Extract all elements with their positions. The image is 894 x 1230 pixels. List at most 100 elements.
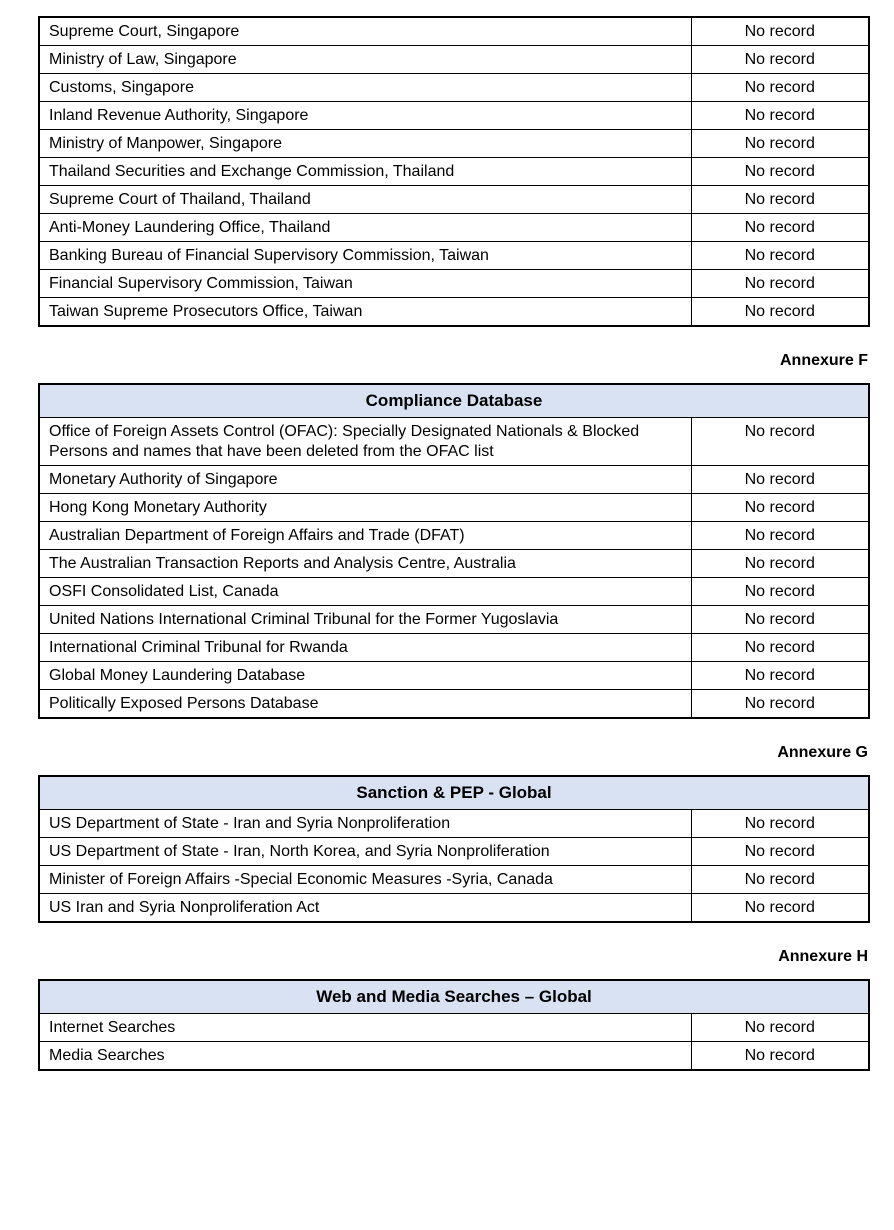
table-row: Global Money Laundering Database No reco… (38, 661, 870, 690)
source-cell: US Iran and Syria Nonproliferation Act (38, 893, 692, 923)
source-cell: Banking Bureau of Financial Supervisory … (38, 241, 692, 270)
table-row: Ministry of Law, Singapore No record (38, 45, 870, 74)
source-cell: Minister of Foreign Affairs -Special Eco… (38, 865, 692, 894)
source-cell: Ministry of Law, Singapore (38, 45, 692, 74)
source-cell: Taiwan Supreme Prosecutors Office, Taiwa… (38, 297, 692, 327)
table-row: Internet Searches No record (38, 1013, 870, 1042)
table-row: Politically Exposed Persons Database No … (38, 689, 870, 719)
source-cell: Financial Supervisory Commission, Taiwan (38, 269, 692, 298)
source-cell: Internet Searches (38, 1013, 692, 1042)
table-row: Financial Supervisory Commission, Taiwan… (38, 269, 870, 298)
result-cell: No record (690, 493, 870, 522)
results-table: Sanction & PEP - Global US Department of… (38, 775, 870, 923)
result-cell: No record (690, 16, 870, 46)
table-row: Customs, Singapore No record (38, 73, 870, 102)
table-row: OSFI Consolidated List, Canada No record (38, 577, 870, 606)
table-row: Hong Kong Monetary Authority No record (38, 493, 870, 522)
table-row: Supreme Court, Singapore No record (38, 16, 870, 46)
result-cell: No record (690, 297, 870, 327)
table-row: Taiwan Supreme Prosecutors Office, Taiwa… (38, 297, 870, 327)
source-cell: Thailand Securities and Exchange Commiss… (38, 157, 692, 186)
result-cell: No record (690, 213, 870, 242)
table-title: Compliance Database (38, 383, 870, 418)
table-row: Anti-Money Laundering Office, Thailand N… (38, 213, 870, 242)
source-cell: Ministry of Manpower, Singapore (38, 129, 692, 158)
result-cell: No record (690, 605, 870, 634)
source-cell: Customs, Singapore (38, 73, 692, 102)
result-cell: No record (690, 689, 870, 719)
table-row: US Department of State - Iran, North Kor… (38, 837, 870, 866)
table-row: Australian Department of Foreign Affairs… (38, 521, 870, 550)
annexure-section: Annexure G Sanction & PEP - Global US De… (38, 743, 870, 923)
table-row: US Department of State - Iran and Syria … (38, 809, 870, 838)
result-cell: No record (690, 417, 870, 466)
table-row: Minister of Foreign Affairs -Special Eco… (38, 865, 870, 894)
table-row: United Nations International Criminal Tr… (38, 605, 870, 634)
table-title: Sanction & PEP - Global (38, 775, 870, 810)
annexure-label: Annexure G (777, 744, 868, 761)
results-table: Compliance Database Office of Foreign As… (38, 383, 870, 719)
result-cell: No record (690, 101, 870, 130)
result-cell: No record (690, 129, 870, 158)
source-cell: Inland Revenue Authority, Singapore (38, 101, 692, 130)
table-row: US Iran and Syria Nonproliferation Act N… (38, 893, 870, 923)
result-cell: No record (690, 633, 870, 662)
annexure-tables-container: Supreme Court, Singapore No record Minis… (38, 16, 870, 1071)
source-cell: Supreme Court of Thailand, Thailand (38, 185, 692, 214)
result-cell: No record (690, 465, 870, 494)
table-row: Ministry of Manpower, Singapore No recor… (38, 129, 870, 158)
result-cell: No record (690, 73, 870, 102)
annexure-section: Supreme Court, Singapore No record Minis… (38, 16, 870, 327)
table-row: International Criminal Tribunal for Rwan… (38, 633, 870, 662)
result-cell: No record (690, 1041, 870, 1071)
source-cell: Office of Foreign Assets Control (OFAC):… (38, 417, 692, 466)
result-cell: No record (690, 837, 870, 866)
result-cell: No record (690, 865, 870, 894)
table-row: Inland Revenue Authority, Singapore No r… (38, 101, 870, 130)
table-row: Monetary Authority of Singapore No recor… (38, 465, 870, 494)
annexure-section: Annexure F Compliance Database Office of… (38, 351, 870, 719)
result-cell: No record (690, 893, 870, 923)
result-cell: No record (690, 45, 870, 74)
results-table: Supreme Court, Singapore No record Minis… (38, 16, 870, 327)
source-cell: OSFI Consolidated List, Canada (38, 577, 692, 606)
source-cell: Anti-Money Laundering Office, Thailand (38, 213, 692, 242)
source-cell: Supreme Court, Singapore (38, 16, 692, 46)
result-cell: No record (690, 521, 870, 550)
result-cell: No record (690, 269, 870, 298)
source-cell: US Department of State - Iran, North Kor… (38, 837, 692, 866)
source-cell: Australian Department of Foreign Affairs… (38, 521, 692, 550)
source-cell: Hong Kong Monetary Authority (38, 493, 692, 522)
source-cell: Monetary Authority of Singapore (38, 465, 692, 494)
result-cell: No record (690, 809, 870, 838)
table-row: Supreme Court of Thailand, Thailand No r… (38, 185, 870, 214)
table-row: Office of Foreign Assets Control (OFAC):… (38, 417, 870, 466)
source-cell: United Nations International Criminal Tr… (38, 605, 692, 634)
table-title: Web and Media Searches – Global (38, 979, 870, 1014)
table-row: Thailand Securities and Exchange Commiss… (38, 157, 870, 186)
table-header-row: Sanction & PEP - Global (38, 775, 870, 810)
result-cell: No record (690, 1013, 870, 1042)
source-cell: The Australian Transaction Reports and A… (38, 549, 692, 578)
table-row: Media Searches No record (38, 1041, 870, 1071)
table-header-row: Compliance Database (38, 383, 870, 418)
table-header-row: Web and Media Searches – Global (38, 979, 870, 1014)
result-cell: No record (690, 157, 870, 186)
source-cell: International Criminal Tribunal for Rwan… (38, 633, 692, 662)
result-cell: No record (690, 185, 870, 214)
source-cell: Global Money Laundering Database (38, 661, 692, 690)
table-row: Banking Bureau of Financial Supervisory … (38, 241, 870, 270)
source-cell: Politically Exposed Persons Database (38, 689, 692, 719)
source-cell: US Department of State - Iran and Syria … (38, 809, 692, 838)
annexure-label: Annexure F (779, 352, 868, 369)
result-cell: No record (690, 549, 870, 578)
annexure-section: Annexure H Web and Media Searches – Glob… (38, 947, 870, 1071)
table-row: The Australian Transaction Reports and A… (38, 549, 870, 578)
result-cell: No record (690, 577, 870, 606)
result-cell: No record (690, 241, 870, 270)
source-cell: Media Searches (38, 1041, 692, 1071)
results-table: Web and Media Searches – Global Internet… (38, 979, 870, 1071)
annexure-label: Annexure H (778, 948, 868, 965)
result-cell: No record (690, 661, 870, 690)
